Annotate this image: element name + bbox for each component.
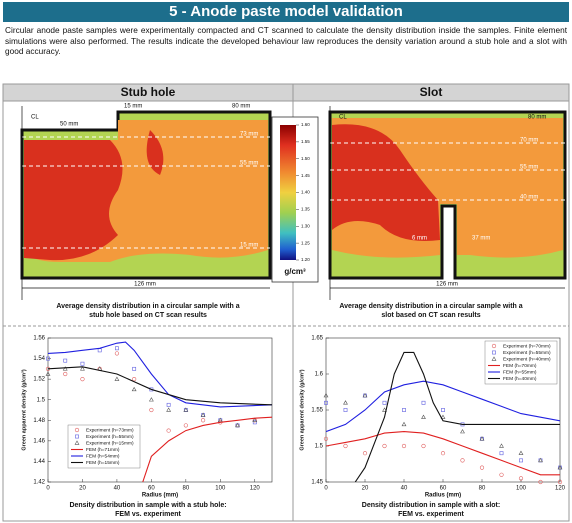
y-tick-label: 1.48 <box>33 418 45 424</box>
caption: FEM vs. experiment <box>115 511 181 518</box>
legend-label: Experiment (h=73mm) <box>86 427 134 433</box>
colorbar <box>280 125 296 260</box>
column-header-bg <box>3 84 569 101</box>
colorbar-tick-label: 1.40 <box>301 190 310 195</box>
dim-label: 6 mm <box>412 236 427 242</box>
legend-label: FEM (h=54mm) <box>86 453 120 459</box>
colorbar-tick-label: 1.50 <box>301 156 310 161</box>
caption: Density distribution in sample with a sl… <box>362 502 500 509</box>
legend-label: FEM (h=40mm) <box>503 376 537 382</box>
legend-label: Experiment (h=15mm) <box>86 440 134 446</box>
y-tick-label: 1.65 <box>311 336 323 342</box>
x-tick-label: 0 <box>46 486 50 492</box>
caption: slot based on CT scan results <box>381 312 480 319</box>
dim-label: 126 mm <box>436 282 458 288</box>
colorbar-tick-label: 1.20 <box>301 257 310 262</box>
colorbar-tick-label: 1.60 <box>301 122 310 127</box>
colorbar-tick-label: 1.25 <box>301 240 310 245</box>
y-axis-label: Green apparent density (g/cm³) <box>298 369 305 450</box>
x-tick-label: 120 <box>250 486 261 492</box>
x-tick-label: 40 <box>401 486 408 492</box>
stub-ct-image <box>22 106 270 300</box>
x-tick-label: 40 <box>114 486 121 492</box>
dim-label: 73 mm <box>240 132 258 138</box>
caption: Average density distribution in a circul… <box>339 303 522 310</box>
x-tick-label: 20 <box>362 486 369 492</box>
legend-label: Experiment (h=55mm) <box>503 350 551 356</box>
column-header: Stub hole <box>121 85 176 99</box>
column-header: Slot <box>420 85 443 99</box>
y-tick-label: 1.55 <box>311 408 323 414</box>
x-axis-label: Radius (mm) <box>142 493 178 499</box>
dim-label: 55 mm <box>240 161 258 167</box>
colorbar-tick-label: 1.45 <box>301 173 310 178</box>
legend-label: Experiment (h=55mm) <box>86 434 134 440</box>
colorbar-unit: g/cm³ <box>284 267 306 276</box>
dim-label: 80 mm <box>528 115 546 121</box>
x-tick-label: 80 <box>479 486 486 492</box>
x-tick-label: 80 <box>183 486 190 492</box>
x-tick-label: 20 <box>79 486 86 492</box>
y-tick-label: 1.56 <box>33 336 45 342</box>
dim-label: 15 mm <box>124 104 142 110</box>
caption: Average density distribution in a circul… <box>56 303 239 310</box>
y-tick-label: 1.6 <box>315 372 324 378</box>
dim-label: 70 mm <box>520 138 538 144</box>
x-tick-label: 60 <box>440 486 447 492</box>
y-tick-label: 1.5 <box>37 397 46 403</box>
x-tick-label: 100 <box>215 486 226 492</box>
legend-label: FEM (h=71mm) <box>86 447 120 453</box>
x-tick-label: 0 <box>324 486 328 492</box>
x-tick-label: 120 <box>555 486 566 492</box>
caption: Density distribution in sample with a st… <box>69 502 226 509</box>
y-axis-label: Green apparent density (g/cm³) <box>20 369 27 450</box>
colorbar-tick-label: 1.35 <box>301 207 310 212</box>
x-tick-label: 60 <box>148 486 155 492</box>
y-tick-label: 1.45 <box>311 480 323 486</box>
caption: stub hole based on CT scan results <box>89 312 207 319</box>
y-tick-label: 1.44 <box>33 459 45 465</box>
colorbar-tick-label: 1.55 <box>301 139 310 144</box>
legend-label: FEM (h=55mm) <box>503 369 537 375</box>
y-tick-label: 1.46 <box>33 438 45 444</box>
dim-label: 50 mm <box>60 122 78 128</box>
dim-label: 15 mm <box>240 243 258 249</box>
dim-label: 40 mm <box>520 195 538 201</box>
page: {"header": {"title": "5 - Anode paste mo… <box>0 0 572 523</box>
dim-label: 80 mm <box>232 104 250 110</box>
legend-label: FEM (h=15mm) <box>86 460 120 466</box>
dim-label: CL <box>31 115 39 121</box>
legend-label: Experiment (h=40mm) <box>503 356 551 362</box>
x-tick-label: 100 <box>516 486 527 492</box>
dim-label: 37 mm <box>472 236 490 242</box>
caption: FEM vs. experiment <box>398 511 464 518</box>
x-axis-label: Radius (mm) <box>425 493 461 499</box>
y-tick-label: 1.52 <box>33 377 45 383</box>
legend-label: FEM (h=70mm) <box>503 363 537 369</box>
y-tick-label: 1.42 <box>33 480 45 486</box>
content: Stub hole Slot CL 50 mm 15 mm 80 mm 73 m… <box>0 0 572 523</box>
y-tick-label: 1.54 <box>33 356 45 362</box>
dim-label: CL <box>339 115 347 121</box>
y-tick-label: 1.5 <box>315 444 324 450</box>
dim-label: 55 mm <box>520 165 538 171</box>
slot-ct-image <box>330 106 565 300</box>
legend-label: Experiment (h=70mm) <box>503 343 551 349</box>
dim-label: 126 mm <box>134 282 156 288</box>
colorbar-tick-label: 1.30 <box>301 223 310 228</box>
